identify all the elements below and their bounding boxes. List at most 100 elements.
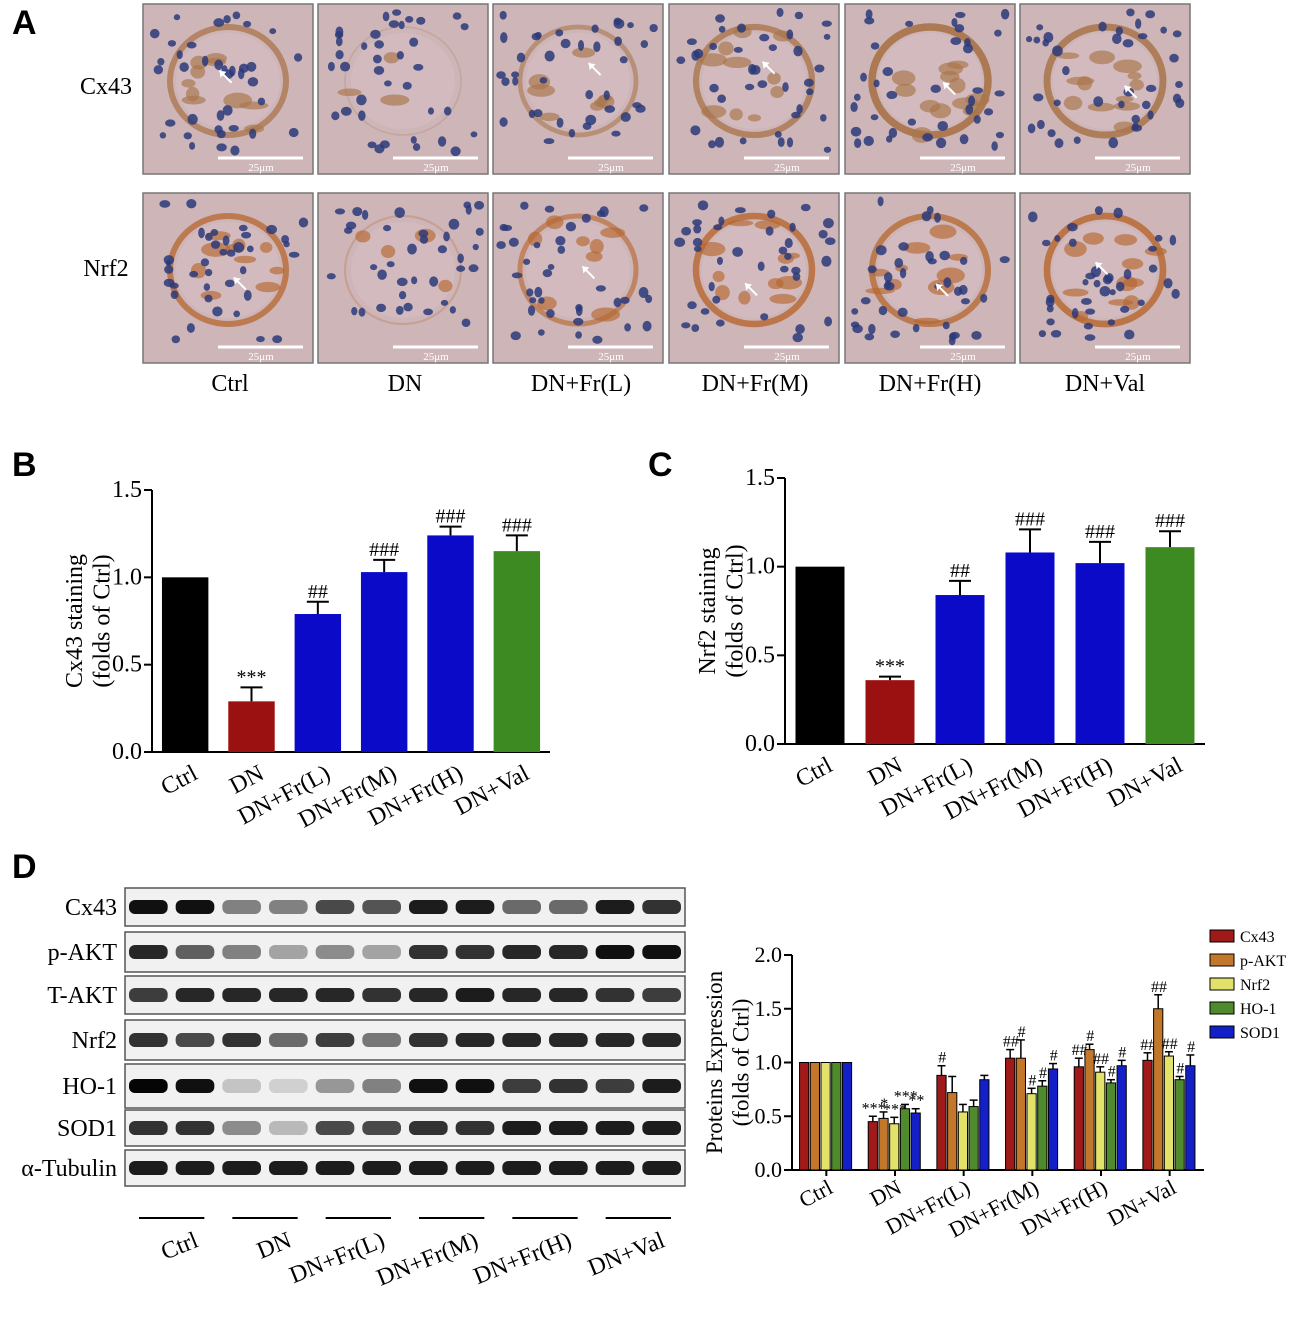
nucleus xyxy=(927,258,937,265)
arrow-head-icon xyxy=(936,283,944,291)
stain-deposit xyxy=(919,99,941,113)
nucleus xyxy=(1046,304,1054,313)
nucleus xyxy=(327,61,335,72)
nucleus xyxy=(1120,305,1130,313)
bar-ctrl xyxy=(161,577,209,752)
significance-label: # xyxy=(938,1050,946,1067)
nucleus xyxy=(939,250,950,261)
nucleus xyxy=(1148,264,1158,273)
nucleus xyxy=(214,59,224,71)
stain-deposit xyxy=(903,242,931,254)
nucleus xyxy=(591,24,599,33)
band xyxy=(315,988,355,1002)
nucleus xyxy=(875,245,887,256)
nucleus xyxy=(204,268,213,277)
significance-label: ### xyxy=(436,506,466,528)
legend-label-nrf2: Nrf2 xyxy=(1240,977,1270,994)
nucleus xyxy=(288,127,299,138)
nucleus xyxy=(888,127,898,139)
band xyxy=(502,1079,541,1093)
nucleus xyxy=(934,212,941,223)
nucleus xyxy=(851,308,859,315)
bar-dn-val xyxy=(493,551,541,752)
bar-dn-val xyxy=(1145,547,1195,744)
row-label-nrf2: Nrf2 xyxy=(83,256,128,282)
band xyxy=(595,988,635,1002)
nucleus xyxy=(402,81,412,90)
blot-strip xyxy=(124,975,686,1015)
stain-deposit xyxy=(181,79,196,88)
nucleus xyxy=(824,237,836,245)
significance-label: ## xyxy=(308,581,328,603)
band xyxy=(595,1161,635,1175)
bar-ho-1-dn-fr-h xyxy=(1105,1082,1117,1171)
nucleus xyxy=(1042,239,1051,247)
nucleus xyxy=(639,204,649,212)
legend-label-ho-1: HO-1 xyxy=(1240,1001,1276,1018)
bar-cx43-dn xyxy=(867,1121,878,1171)
nucleus xyxy=(511,272,523,279)
nucleus xyxy=(370,264,378,271)
nucleus xyxy=(1107,319,1116,326)
nucleus xyxy=(708,281,715,292)
lane-group-label-ctrl: Ctrl xyxy=(158,1227,203,1265)
row-label-cx43: Cx43 xyxy=(80,74,132,100)
nucleus xyxy=(784,252,792,261)
nucleus xyxy=(1115,26,1124,36)
bar-sod1-dn-fr-l xyxy=(979,1079,990,1171)
nucleus xyxy=(437,245,448,254)
nucleus xyxy=(948,336,956,346)
nucleus xyxy=(850,126,862,137)
band xyxy=(129,988,168,1002)
band xyxy=(315,900,355,914)
nucleus xyxy=(171,335,181,344)
nucleus xyxy=(443,231,450,242)
significance-label: ## xyxy=(1140,1037,1156,1054)
bar-sod1-dn-fr-h xyxy=(1116,1065,1127,1171)
nucleus xyxy=(1068,238,1077,247)
stain-deposit xyxy=(589,239,604,254)
nucleus xyxy=(715,14,725,23)
nucleus xyxy=(396,277,408,287)
nucleus xyxy=(409,37,419,47)
nucleus xyxy=(216,143,227,152)
nucleus xyxy=(388,20,400,28)
nucleus xyxy=(674,237,686,248)
nucleus xyxy=(953,286,963,296)
y-axis-label-line: Proteins Expression xyxy=(702,970,727,1154)
nucleus xyxy=(717,94,726,103)
stain-deposit xyxy=(585,251,603,262)
nucleus xyxy=(386,261,395,268)
nucleus xyxy=(865,9,873,20)
band xyxy=(315,945,355,959)
nucleus xyxy=(1122,39,1134,48)
nucleus xyxy=(243,290,252,301)
nucleus xyxy=(539,77,548,84)
nucleus xyxy=(823,218,834,229)
significance-label: ### xyxy=(1015,508,1045,530)
nucleus xyxy=(1047,129,1056,138)
nucleus xyxy=(1145,84,1157,93)
nucleus xyxy=(823,146,832,153)
stain-deposit xyxy=(1089,50,1116,65)
nucleus xyxy=(382,11,390,22)
blot-row-p-akt: p-AKT xyxy=(48,931,686,973)
nucleus xyxy=(410,136,417,144)
nucleus xyxy=(335,36,343,47)
nucleus xyxy=(246,245,254,253)
nucleus xyxy=(1126,8,1135,17)
nucleus xyxy=(796,104,803,114)
stain-deposit xyxy=(438,279,453,293)
bar-cx43-dn-fr-l xyxy=(936,1074,947,1171)
y-tick-label: 0.0 xyxy=(755,1157,783,1182)
nucleus xyxy=(423,308,434,316)
nucleus xyxy=(1050,330,1062,338)
nucleus xyxy=(189,142,196,150)
column-label-dn-fr-m: DN+Fr(M) xyxy=(702,371,809,397)
nucleus xyxy=(461,318,471,328)
nucleus xyxy=(352,206,363,217)
stain-deposit xyxy=(576,236,590,247)
band xyxy=(129,1033,168,1047)
nucleus xyxy=(776,7,784,17)
nucleus xyxy=(780,265,789,273)
